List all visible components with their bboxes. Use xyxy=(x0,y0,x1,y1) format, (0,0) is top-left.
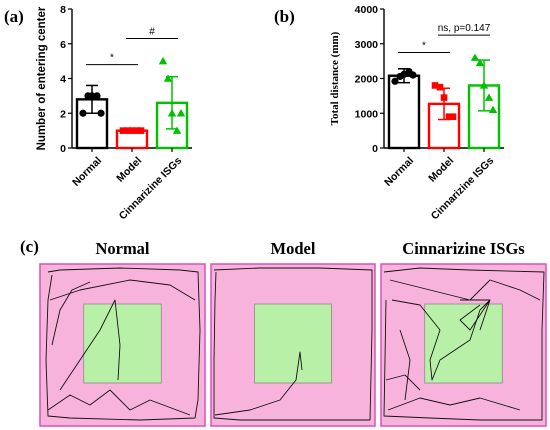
data-point xyxy=(488,105,498,113)
significance-label: * xyxy=(422,40,426,51)
chart-b: 0 1000 2000 3000 4000 Total distance (mm) Norm… xyxy=(329,4,504,222)
data-point xyxy=(79,109,87,117)
bar xyxy=(387,74,421,150)
data-point xyxy=(133,127,141,134)
data-point xyxy=(119,127,127,134)
data-point xyxy=(97,109,105,117)
x-tick-label: Normal xyxy=(70,155,104,189)
chart-a: 0 2 4 6 8 Number of entering center Normal Mode… xyxy=(36,4,192,222)
arena-title: Model xyxy=(271,239,316,258)
data-point xyxy=(479,81,489,89)
arena-title: Cinnarizine ISGs xyxy=(402,239,525,258)
arena-2: Cinnarizine ISGs xyxy=(380,239,547,427)
y-tick-label: 2000 xyxy=(355,74,379,86)
y-tick-label: 4000 xyxy=(355,4,379,16)
data-point xyxy=(88,92,96,100)
arena-panels: Normal Model Cinnarizine ISGs xyxy=(39,239,547,427)
x-tick-label: Model xyxy=(114,155,144,185)
movement-track xyxy=(213,267,373,421)
data-point xyxy=(436,83,444,91)
data-point xyxy=(176,109,186,117)
arena-0: Normal xyxy=(39,239,206,427)
data-point xyxy=(475,58,485,67)
data-point xyxy=(445,113,453,121)
y-tick-label: 1000 xyxy=(355,108,379,120)
y-tick-label: 0 xyxy=(372,143,378,155)
y-tick-label: 0 xyxy=(60,143,66,155)
data-point xyxy=(93,92,101,100)
y-tick-label: 4 xyxy=(60,74,66,86)
y-axis-label: Number of entering center xyxy=(36,6,48,150)
data-point xyxy=(431,82,439,89)
data-point xyxy=(124,127,132,134)
center-zone xyxy=(83,303,162,384)
panel-letter-c: (c) xyxy=(20,237,39,256)
data-point xyxy=(163,74,173,82)
panel-letter-a: (a) xyxy=(4,7,24,26)
data-point xyxy=(158,56,168,65)
data-point xyxy=(470,53,480,61)
data-point xyxy=(172,126,182,134)
data-point xyxy=(409,71,417,79)
y-axis-label: Total distance (mm) xyxy=(329,31,341,125)
y-tick-label: 6 xyxy=(60,39,66,51)
center-zone xyxy=(424,303,503,384)
y-tick-label: 2 xyxy=(60,108,66,120)
movement-track xyxy=(383,267,545,421)
data-point xyxy=(484,93,494,101)
data-point xyxy=(440,94,448,101)
data-point xyxy=(449,113,457,121)
data-point xyxy=(167,109,177,117)
movement-track xyxy=(45,267,201,421)
significance-label: # xyxy=(149,27,155,38)
significance-label: ns, p=0.147 xyxy=(438,23,491,34)
significance-label: * xyxy=(110,53,114,64)
x-tick-label: Model xyxy=(426,155,456,185)
panel-letter-b: (b) xyxy=(274,7,295,26)
data-point xyxy=(391,77,399,85)
center-zone xyxy=(254,303,332,384)
data-point xyxy=(128,127,136,134)
x-tick-label: Normal xyxy=(382,155,416,189)
data-point xyxy=(137,127,145,134)
y-tick-label: 8 xyxy=(60,4,66,16)
y-tick-label: 3000 xyxy=(355,39,379,51)
arena-1: Model xyxy=(210,239,376,427)
arena-title: Normal xyxy=(95,239,149,258)
